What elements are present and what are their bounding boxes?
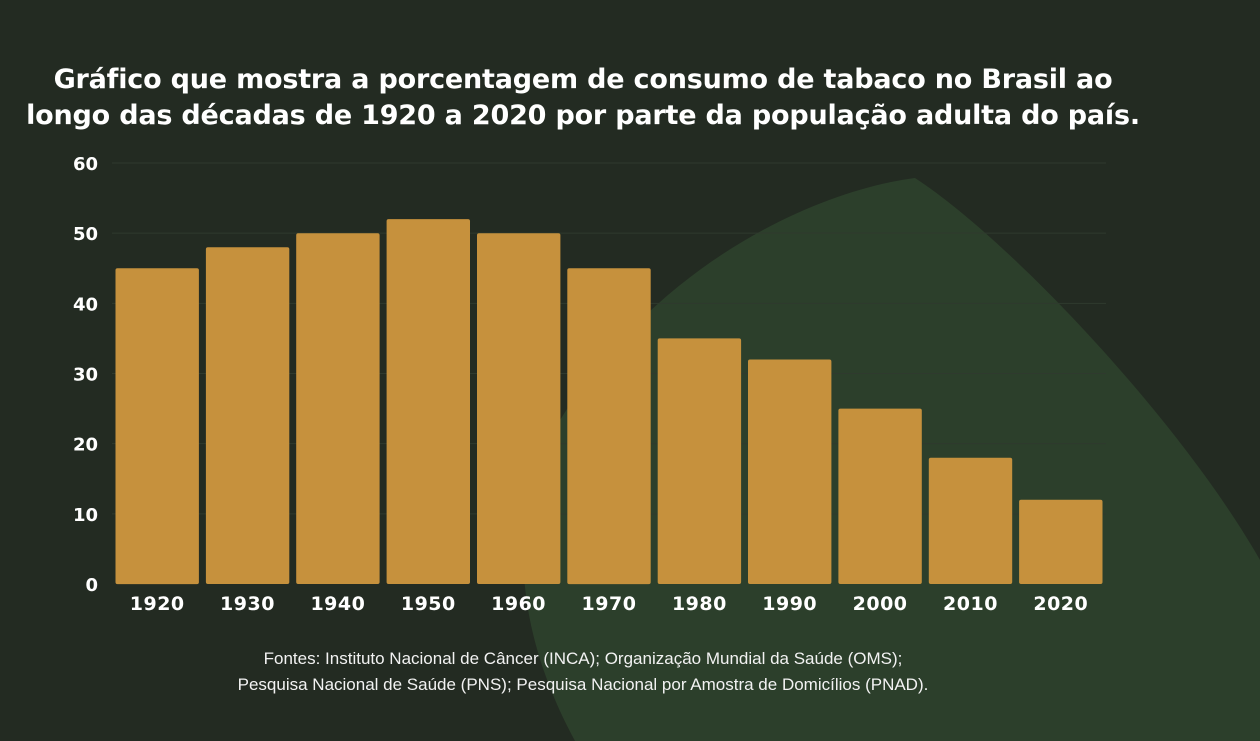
x-tick-label-1990: 1990 [762,593,817,615]
bar-1960 [477,233,561,584]
y-axis-tick-labels: 0 10 20 30 40 50 60 [73,154,98,596]
bars [115,219,1103,585]
bar-1980 [657,338,742,584]
chart-title-line-2: longo das décadas de 1920 a 2020 por par… [26,100,1140,131]
bar-1940 [296,233,380,584]
bar-1920 [115,268,199,585]
x-tick-label-1980: 1980 [672,593,727,615]
y-tick-label: 10 [73,505,98,526]
bar-1970 [567,268,651,585]
bar-1990 [748,359,832,584]
y-tick-label: 50 [73,224,98,245]
chart-title: Gráfico que mostra a porcentagem de cons… [0,62,1166,134]
bar-2020 [1019,499,1103,584]
bar-1930 [205,247,290,584]
x-tick-label-1930: 1930 [220,593,275,615]
x-tick-label-2020: 2020 [1033,593,1088,615]
sources-line-1: Fontes: Instituto Nacional de Câncer (IN… [263,649,903,668]
x-axis-tick-labels: 1920 1930 1940 1950 1960 1970 1980 1990 2000 2010… [130,593,1088,615]
x-tick-label-1970: 1970 [582,593,637,615]
x-tick-label-1940: 1940 [310,593,365,615]
chart-title-line-1: Gráfico que mostra a porcentagem de cons… [53,64,1113,95]
bar-2000 [838,408,922,584]
y-tick-label: 30 [73,365,98,386]
x-tick-label-2010: 2010 [943,593,998,615]
x-tick-label-1920: 1920 [130,593,185,615]
x-tick-label-1950: 1950 [401,593,456,615]
x-tick-label-2000: 2000 [853,593,908,615]
y-tick-label: 40 [73,294,98,315]
bar-2010 [928,457,1013,584]
sources-line-2: Pesquisa Nacional de Saúde (PNS); Pesqui… [237,675,929,694]
y-tick-label: 60 [73,154,98,175]
y-tick-label: 0 [85,575,98,596]
sources-note: Fontes: Instituto Nacional de Câncer (IN… [0,646,1166,698]
bar-1950 [386,219,470,584]
y-tick-label: 20 [73,435,98,456]
x-tick-label-1960: 1960 [491,593,546,615]
